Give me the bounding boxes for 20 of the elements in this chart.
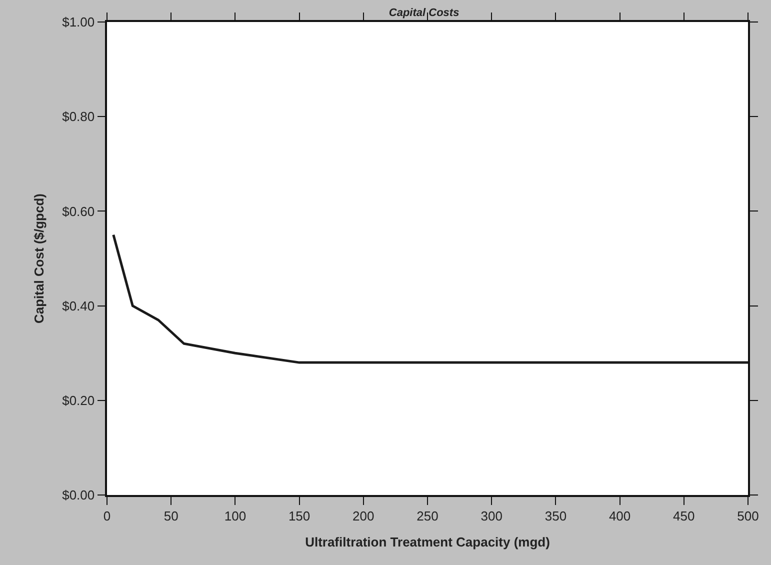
y-tick-label: $0.80 — [62, 109, 95, 124]
x-tick-label: 250 — [416, 508, 438, 524]
x-tick-label: 450 — [673, 508, 695, 524]
y-tick-label: $0.00 — [62, 488, 95, 503]
x-tick-label: 0 — [103, 508, 111, 524]
x-tick-label: 200 — [352, 508, 374, 524]
y-tick-label: $0.60 — [62, 204, 95, 219]
x-tick-label: 300 — [480, 508, 502, 524]
y-tick-label: $1.00 — [62, 14, 95, 30]
x-tick-label: 500 — [737, 508, 759, 524]
x-tick-label: 350 — [544, 508, 567, 524]
x-tick-label: 100 — [224, 508, 246, 524]
x-tick-label: 400 — [608, 508, 631, 524]
y-tick-label: $0.40 — [62, 298, 95, 314]
x-tick-label: 150 — [288, 508, 310, 524]
chart-title: Capital Costs — [388, 7, 460, 20]
x-tick-label: 50 — [164, 508, 178, 524]
y-tick-label: $0.20 — [62, 392, 95, 408]
x-axis-title: Ultrafiltration Treatment Capacity (mgd) — [305, 534, 550, 550]
y-axis-title: Capital Cost ($/gpcd) — [32, 193, 47, 324]
